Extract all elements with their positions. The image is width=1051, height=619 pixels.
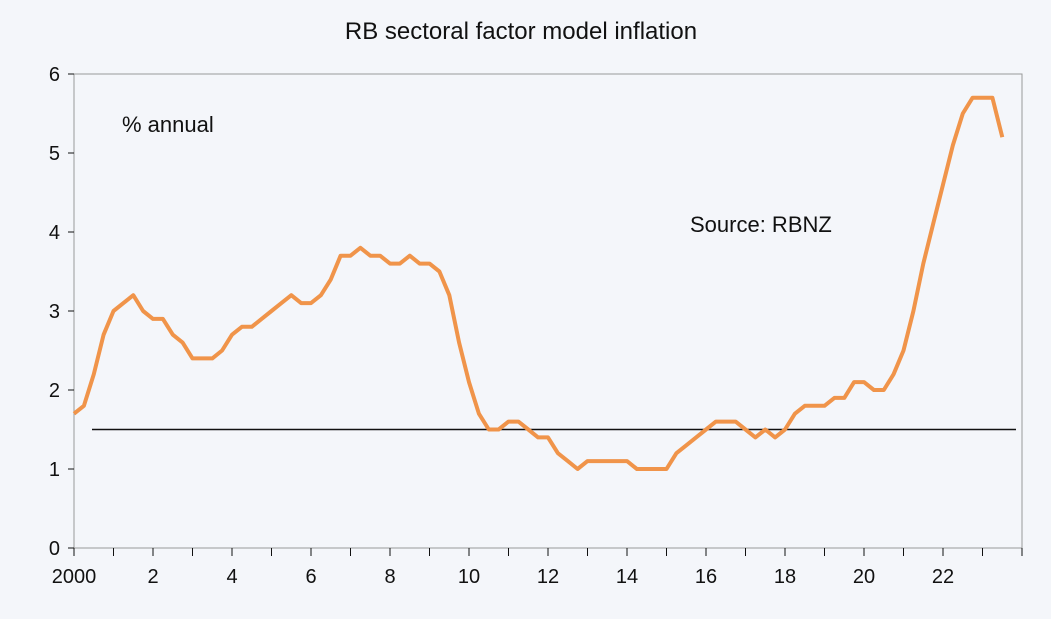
x-tick-label: 8 xyxy=(384,566,395,588)
y-tick-label: 2 xyxy=(49,380,60,402)
y-tick-label: 6 xyxy=(49,64,60,86)
x-tick-label: 22 xyxy=(932,566,954,588)
y-tick-label: 3 xyxy=(49,301,60,323)
y-axis: 0 1 2 3 4 5 6 xyxy=(49,64,74,560)
units-annotation: % annual xyxy=(122,112,214,137)
y-tick-label: 1 xyxy=(49,459,60,481)
y-tick-label: 4 xyxy=(49,222,60,244)
x-tick-label: 20 xyxy=(853,566,875,588)
x-tick-label: 2000 xyxy=(52,566,97,588)
series-line-inflation xyxy=(72,95,1005,471)
x-tick-label: 6 xyxy=(305,566,316,588)
x-tick-label: 16 xyxy=(695,566,717,588)
x-tick-label: 14 xyxy=(616,566,638,588)
chart-title: RB sectoral factor model inflation xyxy=(345,18,697,45)
y-tick-label: 0 xyxy=(49,538,60,560)
x-tick-label: 12 xyxy=(537,566,559,588)
x-tick-label: 2 xyxy=(147,566,158,588)
x-tick-label: 4 xyxy=(226,566,237,588)
plot-area xyxy=(73,73,1023,549)
x-axis: 2000 2 4 6 8 10 12 14 16 18 20 22 xyxy=(52,548,1023,588)
y-tick-label: 5 xyxy=(49,143,60,165)
x-tick-label: 18 xyxy=(774,566,796,588)
source-annotation: Source: RBNZ xyxy=(690,212,832,237)
x-tick-label: 10 xyxy=(458,566,480,588)
